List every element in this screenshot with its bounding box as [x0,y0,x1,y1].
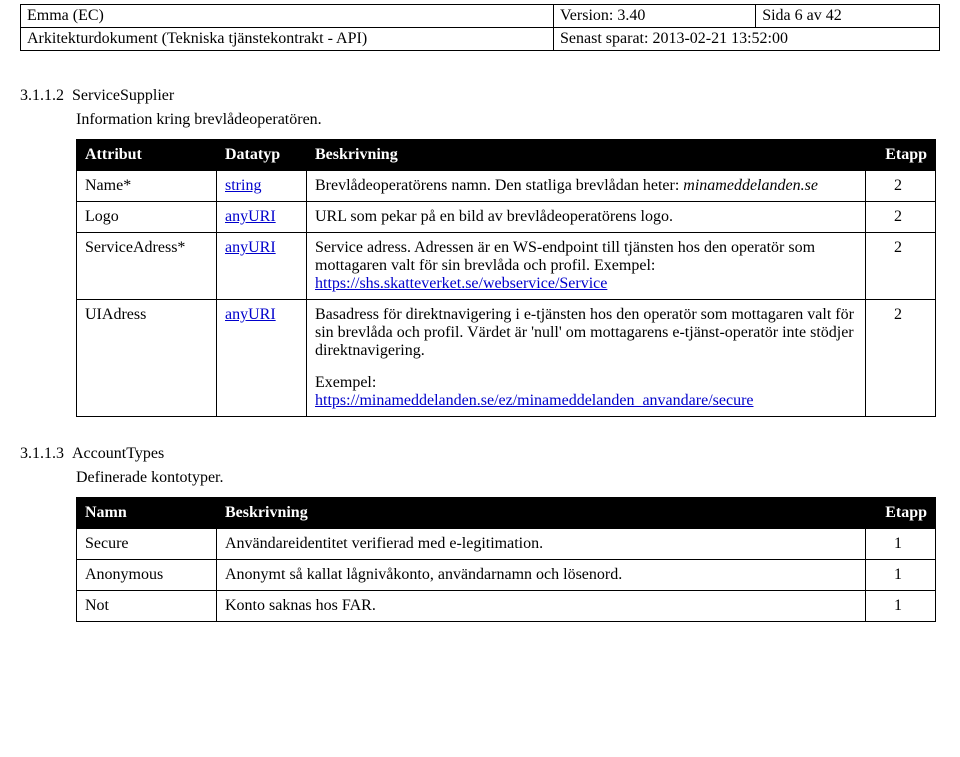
header-page: Sida 6 av 42 [756,5,940,28]
servicesupplier-table: Attribut Datatyp Beskrivning Etapp Name*… [76,139,936,417]
datatype-link[interactable]: anyURI [225,239,276,256]
col-beskrivning: Beskrivning [307,140,866,171]
header-doc-name: Emma (EC) [21,5,554,28]
col-namn: Namn [77,498,217,529]
doc-header-table: Emma (EC) Version: 3.40 Sida 6 av 42 Ark… [20,4,940,51]
desc-text: Brevlådeoperatörens namn. Den statliga b… [315,177,679,194]
col-datatyp: Datatyp [217,140,307,171]
dtype-cell: anyURI [217,202,307,233]
section-servicesupplier-heading: 3.1.1.2 ServiceSupplier [20,87,940,105]
section-servicesupplier-desc: Information kring brevlådeoperatören. [76,111,940,129]
table-header-row: Namn Beskrivning Etapp [77,498,936,529]
accounttypes-table: Namn Beskrivning Etapp Secure Användarei… [76,497,936,622]
desc-cell: Konto saknas hos FAR. [217,591,866,622]
section-accounttypes-desc: Definerade kontotyper. [76,469,940,487]
etapp-cell: 1 [866,560,936,591]
table-row: ServiceAdress* anyURI Service adress. Ad… [77,233,936,300]
desc-cell: Brevlådeoperatörens namn. Den statliga b… [307,171,866,202]
table-row: Anonymous Anonymt så kallat lågnivåkonto… [77,560,936,591]
desc-cell: Användareidentitet verifierad med e-legi… [217,529,866,560]
example-label: Exempel: [315,374,376,391]
attr-cell: UIAdress [77,300,217,417]
datatype-link[interactable]: anyURI [225,306,276,323]
desc-text: Basadress för direktnavigering i e-tjäns… [315,306,854,359]
name-cell: Anonymous [77,560,217,591]
section-number: 3.1.1.2 [20,87,64,104]
example-link[interactable]: https://shs.skatteverket.se/webservice/S… [315,275,607,292]
etapp-cell: 2 [866,171,936,202]
etapp-cell: 2 [866,300,936,417]
etapp-cell: 2 [866,202,936,233]
dtype-cell: anyURI [217,300,307,417]
etapp-cell: 2 [866,233,936,300]
table-row: UIAdress anyURI Basadress för direktnavi… [77,300,936,417]
etapp-cell: 1 [866,529,936,560]
attr-cell: Logo [77,202,217,233]
table-header-row: Attribut Datatyp Beskrivning Etapp [77,140,936,171]
attr-cell: ServiceAdress* [77,233,217,300]
dtype-cell: string [217,171,307,202]
desc-cell: Anonymt så kallat lågnivåkonto, användar… [217,560,866,591]
section-title: ServiceSupplier [72,87,174,104]
name-cell: Not [77,591,217,622]
section-number: 3.1.1.3 [20,445,64,462]
desc-italic: minameddelanden.se [683,177,818,194]
example-link[interactable]: https://minameddelanden.se/ez/minameddel… [315,392,754,409]
datatype-link[interactable]: anyURI [225,208,276,225]
etapp-cell: 1 [866,591,936,622]
table-row: Logo anyURI URL som pekar på en bild av … [77,202,936,233]
section-title: AccountTypes [72,445,164,462]
name-cell: Secure [77,529,217,560]
col-etapp: Etapp [866,498,936,529]
table-row: Not Konto saknas hos FAR. 1 [77,591,936,622]
dtype-cell: anyURI [217,233,307,300]
header-doc-subtitle: Arkitekturdokument (Tekniska tjänstekont… [21,28,554,51]
col-etapp: Etapp [866,140,936,171]
attr-cell: Name* [77,171,217,202]
desc-cell: Service adress. Adressen är en WS-endpoi… [307,233,866,300]
section-accounttypes-heading: 3.1.1.3 AccountTypes [20,445,940,463]
header-version: Version: 3.40 [554,5,756,28]
desc-text: Service adress. Adressen är en WS-endpoi… [315,239,815,274]
datatype-link[interactable]: string [225,177,261,194]
header-saved: Senast sparat: 2013-02-21 13:52:00 [554,28,940,51]
col-attribut: Attribut [77,140,217,171]
table-row: Secure Användareidentitet verifierad med… [77,529,936,560]
desc-cell: URL som pekar på en bild av brevlådeoper… [307,202,866,233]
desc-cell: Basadress för direktnavigering i e-tjäns… [307,300,866,417]
col-beskrivning: Beskrivning [217,498,866,529]
table-row: Name* string Brevlådeoperatörens namn. D… [77,171,936,202]
